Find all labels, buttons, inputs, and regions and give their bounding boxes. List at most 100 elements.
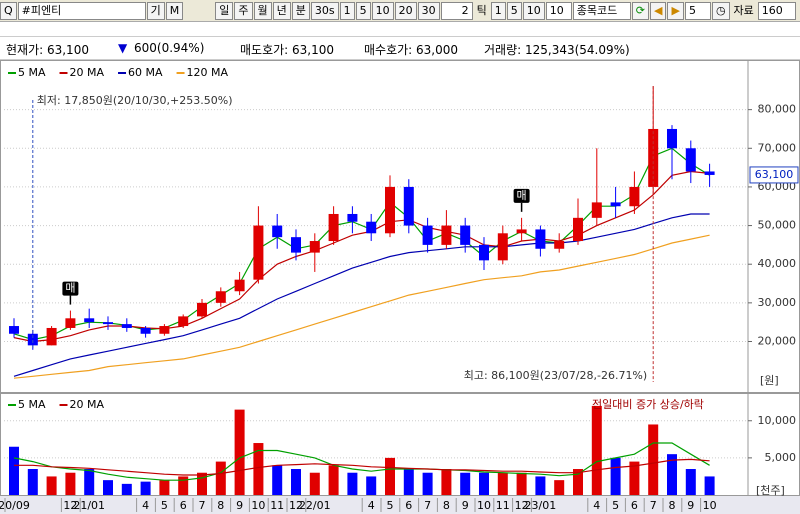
toolbar-button[interactable]: 30s <box>310 1 339 20</box>
toolbar-button[interactable]: 년 <box>272 1 291 20</box>
x-tick-label: 4 <box>142 499 149 512</box>
candle-body <box>291 237 301 253</box>
search-input[interactable]: #피엔티 <box>17 1 146 20</box>
candle-body <box>591 202 602 218</box>
step-input[interactable]: 5 <box>684 1 711 20</box>
signal-box <box>62 281 79 296</box>
next-button[interactable]: ▶ <box>667 1 684 20</box>
signal-label: 매 <box>65 282 75 295</box>
volume-bar <box>46 476 57 495</box>
volume-bar <box>460 472 471 495</box>
period-buttons: 일 주 월 년 분 30s 1 5 10 20 30 <box>215 1 440 20</box>
candle-body <box>272 225 283 238</box>
volume: 거래량: 125,343(54.09%) <box>484 43 630 57</box>
candle-body <box>535 229 546 249</box>
candle-body <box>253 225 264 280</box>
toolbar-button[interactable]: M <box>165 1 184 20</box>
volume-bar <box>403 469 414 495</box>
volume-bar <box>253 443 264 495</box>
candle-body <box>328 213 339 242</box>
y-tick-label: 80,000 <box>758 103 797 116</box>
volume-bar <box>554 480 565 495</box>
refresh-button[interactable]: ⟳ <box>631 1 649 20</box>
volume-bar <box>84 469 95 495</box>
candle-body <box>140 327 151 334</box>
x-tick-label: 23/01 <box>525 499 557 512</box>
volume-bar <box>667 454 677 495</box>
volume-bar <box>573 469 583 495</box>
candle-body <box>704 171 715 175</box>
tick-label: 틱 <box>476 3 487 17</box>
x-tick-label: 7 <box>424 499 431 512</box>
volume-bar <box>648 424 659 495</box>
volume-bar <box>291 469 301 495</box>
prev-button[interactable]: ◀ <box>650 1 667 20</box>
candle-body <box>121 324 132 328</box>
legend-label: 20 MA <box>70 398 105 411</box>
toolbar-button[interactable]: 기 <box>146 1 165 20</box>
volume-bar <box>385 457 395 495</box>
tick-box[interactable]: 10 <box>545 1 572 20</box>
x-tick-label: 10 <box>703 499 717 512</box>
candle-body <box>685 148 696 172</box>
toolbar-button[interactable]: 10 <box>522 1 545 20</box>
toolbar-button[interactable]: 5 <box>506 1 522 20</box>
change: 600(0.94%) <box>134 41 205 55</box>
x-tick-label: 11 <box>496 499 510 512</box>
volume-bar <box>685 469 696 495</box>
x-tick-label: 9 <box>462 499 469 512</box>
current-price-box <box>749 166 799 184</box>
toolbar-button[interactable]: 월 <box>253 1 272 20</box>
candle-body <box>215 291 226 303</box>
ma-line <box>13 234 710 379</box>
x-tick-label: 6 <box>631 499 638 512</box>
volume-bar <box>159 480 170 495</box>
legend-label: 20 MA <box>70 66 105 79</box>
toolbar-button[interactable]: 10 <box>371 1 394 20</box>
candle-body <box>234 279 245 292</box>
candle-body <box>366 221 377 234</box>
candle-body <box>309 241 320 253</box>
toolbar-button[interactable]: 5 <box>355 1 371 20</box>
x-tick-label: 6 <box>405 499 412 512</box>
volume-bar <box>65 472 76 495</box>
candle-body <box>385 186 395 234</box>
x-tick-label: 7 <box>199 499 206 512</box>
toolbar-button[interactable]: 일 <box>215 1 234 20</box>
candle-body <box>65 318 76 328</box>
toolbar-button[interactable]: 1 <box>490 1 506 20</box>
x-tick-label: 12 <box>289 499 303 512</box>
clock-button[interactable]: ◷ <box>711 1 730 20</box>
data-count[interactable]: 160 <box>757 1 796 20</box>
signal-label: 매 <box>517 189 527 202</box>
bid-price: 매수호가: 63,000 <box>364 43 459 57</box>
candle-body <box>103 322 113 325</box>
candle-body <box>554 241 565 249</box>
volume-bar <box>272 465 283 495</box>
tick-count[interactable]: 2 <box>440 1 473 20</box>
change-arrow: ▼ <box>118 41 128 55</box>
x-tick-label: 12 <box>63 499 77 512</box>
candle-body <box>479 244 489 261</box>
volume-bar <box>309 472 320 495</box>
volume-bar <box>347 472 358 495</box>
unit-label: [원] <box>760 374 779 387</box>
search-button[interactable]: Q <box>0 1 17 20</box>
volume-bar <box>479 472 489 495</box>
x-tick-label: 8 <box>443 499 450 512</box>
candle-body <box>27 333 38 346</box>
y-tick-label: 30,000 <box>758 296 797 309</box>
volume-bar <box>328 465 339 495</box>
y-tick-label: 10,000 <box>758 414 797 427</box>
toolbar-button[interactable]: 분 <box>291 1 310 20</box>
candle-body <box>460 225 471 245</box>
toolbar-button[interactable]: 1 <box>339 1 355 20</box>
code-input[interactable]: 종목코드 <box>572 1 631 20</box>
toolbar-button[interactable]: 20 <box>394 1 417 20</box>
toolbar-button[interactable]: 주 <box>234 1 253 20</box>
x-tick-label: 11 <box>270 499 284 512</box>
y-tick-label: 20,000 <box>758 334 797 347</box>
toolbar-button[interactable]: 30 <box>417 1 440 20</box>
